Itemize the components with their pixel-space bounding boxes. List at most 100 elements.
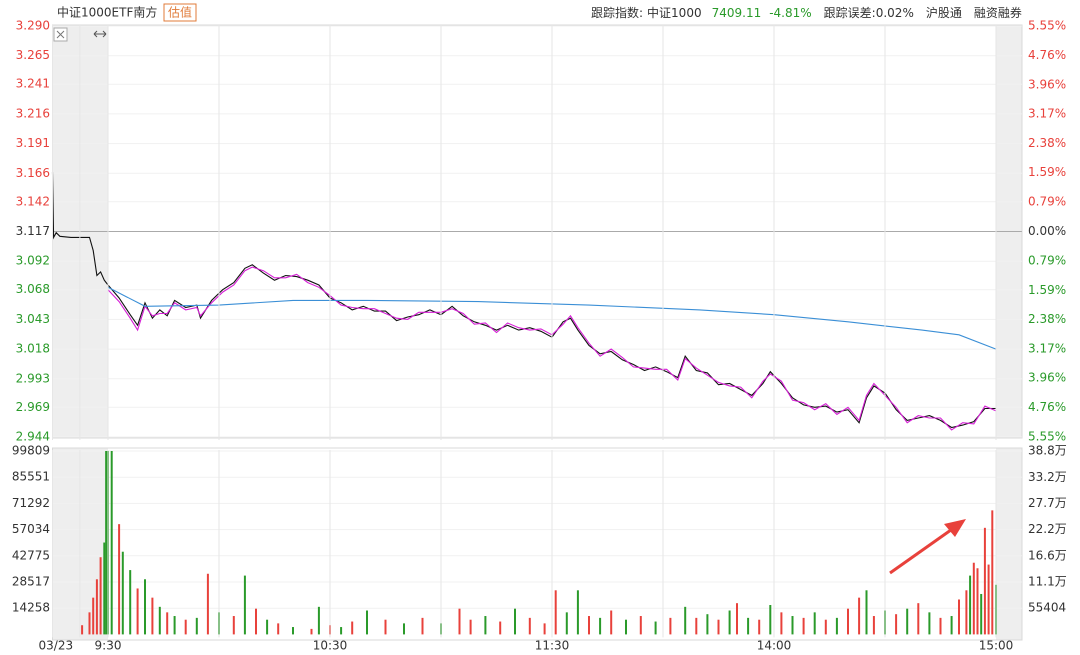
link[interactable]: 沪股通 xyxy=(926,6,962,20)
volume-bar xyxy=(895,614,898,635)
y-tick-label: 85551 xyxy=(12,470,50,484)
y-tick-label: 42775 xyxy=(12,548,50,562)
volume-bar xyxy=(351,621,354,635)
volume-bar xyxy=(813,612,816,635)
volume-bar xyxy=(824,619,827,635)
index-change: -4.81% xyxy=(769,6,811,20)
y-tick-label: 71292 xyxy=(12,496,50,510)
y2-tick-label: 4.76% xyxy=(1028,400,1066,414)
y-tick-label: 3.043 xyxy=(16,312,50,326)
volume-bar xyxy=(588,616,590,635)
y2-tick-label: 1.59% xyxy=(1028,283,1066,297)
volume-bar xyxy=(728,610,731,635)
volume-bar xyxy=(195,617,198,635)
volume-bar xyxy=(758,619,761,635)
y2-tick-label: 27.7万 xyxy=(1028,496,1067,510)
y-tick-label: 2.944 xyxy=(16,430,50,444)
y-tick-label: 3.166 xyxy=(16,166,50,180)
y-tick-label: 3.018 xyxy=(16,342,50,356)
volume-bar xyxy=(906,608,909,635)
y-tick-label: 2.993 xyxy=(16,371,50,385)
y-tick-label: 3.265 xyxy=(16,48,50,62)
y-tick-label: 3.290 xyxy=(16,19,50,33)
volume-bar xyxy=(976,568,979,635)
volume-bar xyxy=(987,564,990,635)
volume-bar xyxy=(706,614,709,635)
y2-tick-label: 3.17% xyxy=(1028,341,1066,355)
y-tick-label: 3.191 xyxy=(16,136,50,150)
volume-bar xyxy=(747,617,750,635)
volume-bar xyxy=(484,616,487,635)
volume-bar xyxy=(469,619,472,635)
y-tick-label: 99809 xyxy=(12,444,50,458)
volume-bar xyxy=(565,612,568,635)
volume-bar xyxy=(865,590,868,635)
volume-bar xyxy=(243,575,246,635)
volume-bar xyxy=(528,617,531,635)
y-tick-label: 3.092 xyxy=(16,254,50,268)
x-tick-label: 9:30 xyxy=(95,639,122,653)
y2-tick-label: 0.00% xyxy=(1028,224,1066,238)
y2-tick-label: 2.38% xyxy=(1028,312,1066,326)
fund-name: 中证1000ETF南方 xyxy=(57,5,157,20)
volume-bar xyxy=(458,608,461,635)
resize-icon[interactable] xyxy=(93,30,107,38)
badge-box[interactable] xyxy=(163,3,197,22)
volume-bar xyxy=(103,542,106,635)
volume-bar xyxy=(695,617,698,635)
volume-bar xyxy=(232,616,235,635)
y2-tick-label: 0.79% xyxy=(1028,195,1066,209)
volume-bar xyxy=(928,612,931,635)
y-tick-label: 3.142 xyxy=(16,194,50,208)
volume-bar xyxy=(791,616,794,635)
volume-bar xyxy=(403,623,405,635)
volume-bar xyxy=(972,562,975,635)
x-tick-label: 11:30 xyxy=(535,639,570,653)
volume-bar xyxy=(858,597,861,635)
badge[interactable]: 估值 xyxy=(168,5,192,20)
volume-bar xyxy=(81,625,84,635)
close-icon xyxy=(56,30,65,39)
volume-bar xyxy=(158,606,161,635)
index-value: 7409.11 xyxy=(712,6,762,20)
y2-tick-label: 2.38% xyxy=(1028,136,1066,150)
index-name: 中证1000 xyxy=(647,5,702,20)
volume-bar xyxy=(88,612,91,635)
volume-bar xyxy=(980,593,983,635)
volume-bar xyxy=(206,573,209,635)
volume-bar xyxy=(965,590,968,635)
y2-tick-label: 33.2万 xyxy=(1028,470,1067,484)
volume-bar xyxy=(872,616,875,635)
plot-layer: 3.290 3.265 3.241 3.216 3.191 3.166 3.142 3.117… xyxy=(12,19,1067,653)
volume-bar xyxy=(958,599,960,635)
volume-bar xyxy=(121,551,124,635)
volume-bar xyxy=(639,616,642,635)
volume-bar xyxy=(969,575,972,635)
volume-bar xyxy=(950,616,953,635)
volume-bar xyxy=(292,627,294,635)
y2-tick-label: 16.6万 xyxy=(1028,548,1067,562)
volume-bar xyxy=(554,590,557,635)
volume-bar xyxy=(917,603,920,635)
error-value: 0.02% xyxy=(876,6,914,20)
volume-bar xyxy=(847,608,849,635)
volume-bar xyxy=(151,597,154,635)
volume-bar xyxy=(266,619,269,635)
y-tick-label: 3.216 xyxy=(16,106,50,120)
y2-tick-label: 11.1万 xyxy=(1028,574,1067,588)
y-tick-label: 3.068 xyxy=(16,282,50,296)
error-label: 跟踪误差: xyxy=(824,6,876,20)
y2-tick-label: 38.8万 xyxy=(1028,444,1067,458)
y2-tick-label: 1.59% xyxy=(1028,165,1066,179)
volume-bar xyxy=(835,617,838,635)
index-label: 跟踪指数: xyxy=(591,5,643,20)
volume-bar xyxy=(610,610,613,635)
y2-tick-label: 0.79% xyxy=(1028,253,1066,267)
volume-bar xyxy=(991,510,994,635)
link[interactable]: 融资融券 xyxy=(974,5,1022,20)
arrow-shaft xyxy=(889,523,959,575)
y-tick-label: 3.117 xyxy=(16,224,50,238)
y2-tick-label: 4.76% xyxy=(1028,48,1066,62)
